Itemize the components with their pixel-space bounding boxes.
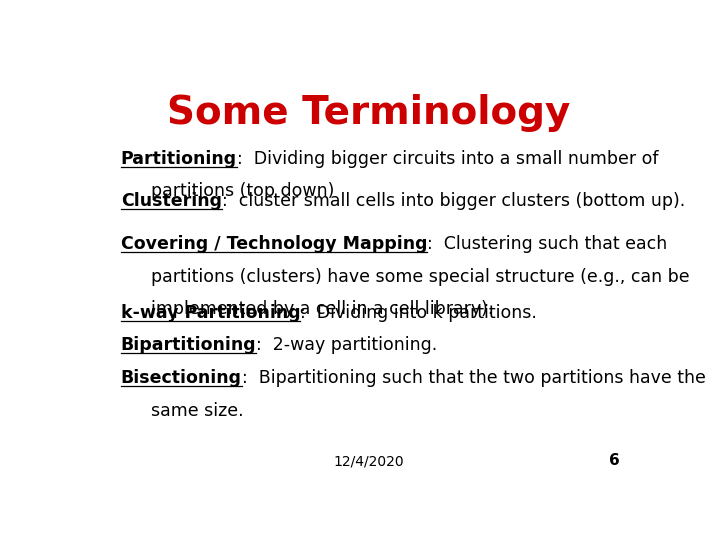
Text: partitions (top down): partitions (top down) <box>151 183 335 200</box>
Text: :  Dividing into k partitions.: : Dividing into k partitions. <box>300 304 537 322</box>
Text: :  2-way partitioning.: : 2-way partitioning. <box>256 336 438 354</box>
Text: Clustering: Clustering <box>121 192 222 210</box>
Text: :  Bipartitioning such that the two partitions have the: : Bipartitioning such that the two parti… <box>242 369 706 387</box>
Text: 6: 6 <box>609 453 620 468</box>
Text: Bipartitioning: Bipartitioning <box>121 336 256 354</box>
Text: Partitioning: Partitioning <box>121 150 237 168</box>
Text: same size.: same size. <box>151 402 244 420</box>
Text: Bisectioning: Bisectioning <box>121 369 242 387</box>
Text: :  Dividing bigger circuits into a small number of: : Dividing bigger circuits into a small … <box>237 150 658 168</box>
Text: :  Clustering such that each: : Clustering such that each <box>427 235 667 253</box>
Text: partitions (clusters) have some special structure (e.g., can be: partitions (clusters) have some special … <box>151 268 690 286</box>
Text: k-way Partitioning: k-way Partitioning <box>121 304 300 322</box>
Text: implemented by a cell in a cell library).: implemented by a cell in a cell library)… <box>151 300 494 318</box>
Text: Some Terminology: Some Terminology <box>167 94 571 132</box>
Text: 12/4/2020: 12/4/2020 <box>333 454 405 468</box>
Text: :  cluster small cells into bigger clusters (bottom up).: : cluster small cells into bigger cluste… <box>222 192 685 210</box>
Text: Covering / Technology Mapping: Covering / Technology Mapping <box>121 235 427 253</box>
